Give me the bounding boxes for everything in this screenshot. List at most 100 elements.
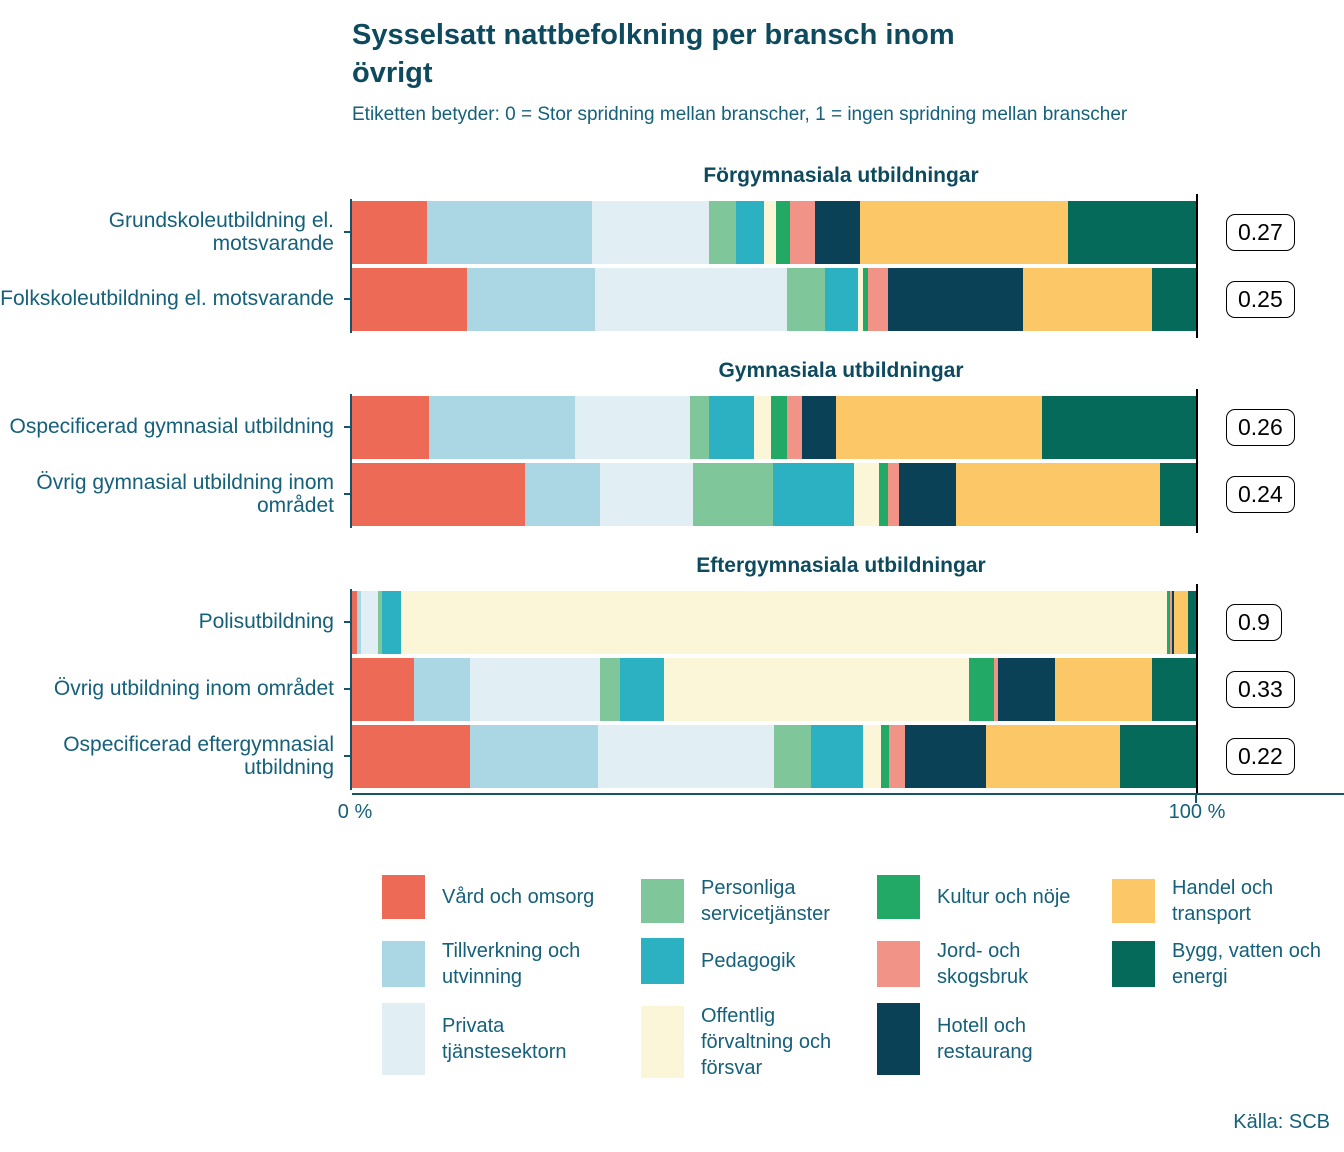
- stacked-bar: [352, 267, 1196, 331]
- bar-segment: [1174, 590, 1189, 654]
- bar-segment: [881, 724, 889, 788]
- bar-segment: [968, 657, 995, 721]
- chart-header: Sysselsatt nattbefolkning per bransch in…: [352, 16, 1344, 126]
- bar-segment: [352, 724, 471, 788]
- bar-segment: [887, 462, 899, 526]
- bar-segment: [878, 462, 888, 526]
- bar-segment: [595, 267, 788, 331]
- score-cell: 0.33: [1226, 670, 1295, 708]
- bar-segment: [998, 657, 1055, 721]
- bar-segment: [352, 200, 428, 264]
- bar-segment: [904, 724, 986, 788]
- bar-segment: [854, 462, 879, 526]
- legend-label: Privata tjänstesektorn: [442, 1014, 567, 1063]
- legend-item: Jord- och skogsbruk: [877, 938, 1097, 990]
- bar-segment: [427, 200, 592, 264]
- chart-title: Sysselsatt nattbefolkning per bransch in…: [352, 19, 955, 90]
- group-title: Eftergymnasiala utbildningar: [696, 553, 986, 577]
- legend-item: Privata tjänstesektorn: [382, 1002, 602, 1075]
- bar-segment: [600, 657, 621, 721]
- legend-label: Handel och transport: [1172, 876, 1274, 925]
- legend-item: Handel och transport: [1112, 875, 1332, 927]
- x-axis-label-0: 0 %: [337, 800, 373, 823]
- bar-segment: [352, 395, 429, 459]
- legend-item: Kultur och nöje: [877, 874, 1097, 919]
- legend-label: Bygg, vatten och energi: [1172, 939, 1321, 988]
- bar-segment: [736, 200, 764, 264]
- bar-segment: [956, 462, 1161, 526]
- legend-item: Offentlig förvaltning och försvar: [641, 1003, 861, 1081]
- bar-segment: [1160, 462, 1196, 526]
- y-axis-line: [350, 393, 352, 528]
- bar-row: Folkskoleutbildning el. motsvarande 0.25: [0, 267, 1344, 331]
- stacked-bar: [352, 395, 1196, 459]
- group-body: Grundskoleutbildning el. motsvarande 0.27…: [0, 193, 1344, 338]
- axis-tick: [344, 755, 352, 758]
- bar-segment: [860, 200, 1068, 264]
- source-note: Källa: SCB: [1233, 1110, 1330, 1133]
- bar-segment: [753, 395, 771, 459]
- bar-segment: [382, 590, 401, 654]
- score-badge: 0.22: [1226, 737, 1295, 775]
- legend-swatch: [1112, 878, 1155, 923]
- bar-segment: [1152, 657, 1196, 721]
- bar-segment: [825, 267, 859, 331]
- bar-row: Grundskoleutbildning el. motsvarande 0.27: [0, 200, 1344, 264]
- legend-swatch: [641, 878, 684, 923]
- legend-swatch: [1112, 940, 1155, 987]
- legend-label: Jord- och skogsbruk: [937, 939, 1029, 988]
- bar-segment: [887, 267, 1023, 331]
- legend-swatch: [641, 937, 684, 984]
- legend-item: Tillverkning och utvinning: [382, 938, 602, 990]
- hundred-percent-line: [1196, 193, 1198, 338]
- bar-segment: [692, 462, 774, 526]
- bar-segment: [815, 200, 861, 264]
- bar-segment: [863, 724, 882, 788]
- bar-row: Polisutbildning 0.9: [0, 590, 1344, 654]
- score-badge: 0.33: [1226, 670, 1295, 708]
- legend-swatch: [877, 874, 920, 919]
- group-body: Polisutbildning 0.9 Övrig utbildning inom …: [0, 583, 1344, 795]
- score-cell: 0.27: [1226, 213, 1295, 251]
- chart-subtitle: Etiketten betyder: 0 = Stor spridning me…: [352, 103, 1128, 125]
- row-label: Ospecificerad eftergymnasial utbildning: [63, 732, 334, 780]
- bar-segment: [763, 200, 776, 264]
- axis-tick: [344, 688, 352, 691]
- legend-swatch: [382, 874, 425, 919]
- bar-segment: [591, 200, 709, 264]
- bar-segment: [790, 200, 816, 264]
- chart-group: Förgymnasiala utbildningar Grundskoleutbi…: [0, 164, 1344, 338]
- bar-segment: [1152, 267, 1196, 331]
- bar-segment: [1042, 395, 1196, 459]
- x-axis: 0 % 100 %: [0, 792, 1344, 835]
- chart-group: Eftergymnasiala utbildningar Polisutbildn…: [0, 553, 1344, 795]
- bar-segment: [858, 267, 863, 331]
- bar-segment: [709, 200, 736, 264]
- axis-tick: [344, 231, 352, 234]
- bar-segment: [1055, 657, 1153, 721]
- legend-label: Personliga servicetjänster: [701, 876, 830, 925]
- bar-segment: [378, 590, 383, 654]
- legend-item: Personliga servicetjänster: [641, 875, 861, 927]
- stacked-bar: [352, 200, 1196, 264]
- bar-segment: [994, 657, 999, 721]
- legend-label: Hotell och restaurang: [937, 1014, 1033, 1063]
- row-label: Övrig gymnasial utbildning inom området: [36, 470, 334, 518]
- bar-segment: [620, 657, 665, 721]
- bar-segment: [773, 724, 812, 788]
- axis-tick: [344, 621, 352, 624]
- legend-item: Bygg, vatten och energi: [1112, 938, 1332, 990]
- score-cell: 0.25: [1226, 280, 1295, 318]
- bar-segment: [689, 395, 709, 459]
- bar-row: Ospecificerad gymnasial utbildning 0.26: [0, 395, 1344, 459]
- group-body: Ospecificerad gymnasial utbildning 0.26 Öv…: [0, 388, 1344, 533]
- bar-segment: [835, 395, 1043, 459]
- bar-segment: [708, 395, 754, 459]
- legend-swatch: [382, 1002, 425, 1075]
- bar-row: Övrig gymnasial utbildning inom området 0…: [0, 462, 1344, 526]
- legend-item: Vård och omsorg: [382, 874, 602, 919]
- bar-segment: [770, 395, 788, 459]
- bar-row: Ospecificerad eftergymnasial utbildning 0…: [0, 724, 1344, 788]
- bar-segment: [1169, 590, 1172, 654]
